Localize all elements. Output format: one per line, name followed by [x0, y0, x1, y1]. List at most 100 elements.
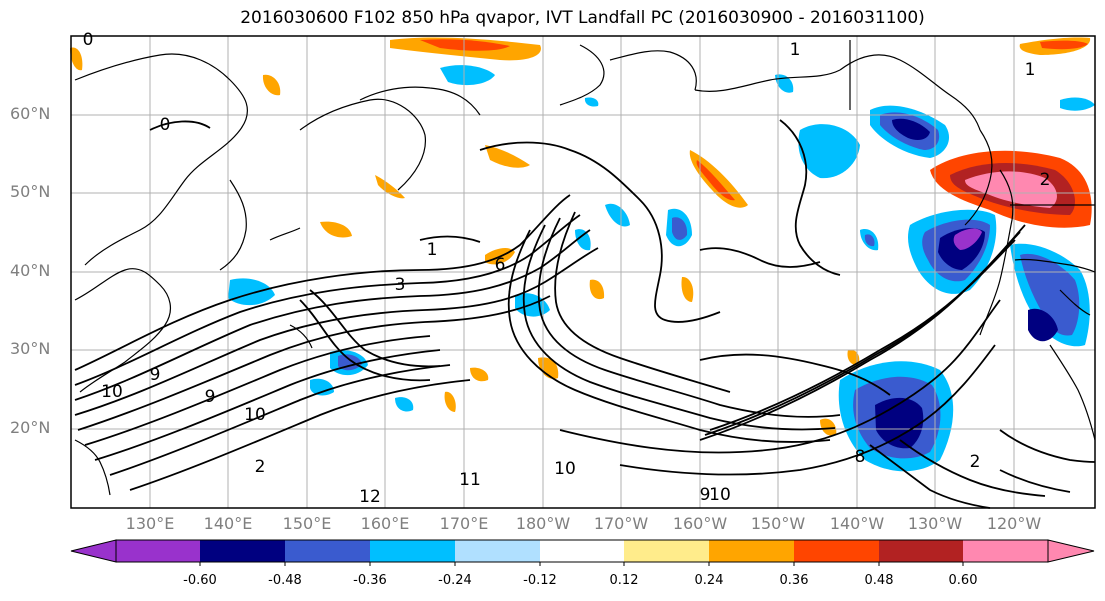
colorbar-tick-label: 0.48: [864, 573, 894, 588]
negative-anomaly-region: [1028, 308, 1058, 342]
colorbar-tick-label: 0.60: [948, 573, 978, 588]
colorbar: [70, 539, 1095, 566]
colorbar-tick-label: -0.60: [183, 573, 217, 588]
contour-label: 0: [83, 30, 94, 50]
lat-label-50n: 50°N: [10, 182, 51, 201]
colorbar-tick-label: -0.36: [353, 573, 387, 588]
contour-label: 9: [150, 365, 161, 385]
contour-label: 10: [554, 459, 576, 479]
lon-label-160w: 160°W: [672, 514, 728, 533]
contour-label: 10: [709, 485, 731, 505]
contour-lines: [74, 119, 1096, 509]
lon-label-140w: 140°W: [829, 514, 885, 533]
contour-label: 2: [1040, 170, 1051, 190]
colorbar-extend-min: [70, 539, 117, 563]
colorbar-segment: [879, 540, 963, 562]
contour-label: 10: [101, 382, 123, 402]
colorbar-segment: [116, 540, 200, 562]
contour-label: 6: [495, 255, 506, 275]
lat-label-30n: 30°N: [10, 339, 51, 358]
lon-label-170w: 170°W: [593, 514, 649, 533]
contour-label: 1: [427, 240, 438, 260]
contour-label: 12: [359, 487, 381, 507]
colorbar-tick-label: -0.48: [268, 573, 302, 588]
contour-label: 3: [395, 275, 406, 295]
negative-anomaly-region: [584, 97, 599, 107]
lon-label-120w: 120°W: [986, 514, 1042, 533]
lon-label-150e: 150°E: [282, 514, 332, 533]
lon-label-180w: 180°W: [515, 514, 571, 533]
positive-anomaly-region: [485, 145, 530, 168]
positive-anomaly-region: [444, 391, 456, 412]
negative-anomaly-region: [1020, 253, 1080, 336]
contour-label: 1: [1025, 60, 1036, 80]
plot-title: 2016030600 F102 850 hPa qvapor, IVT Land…: [240, 8, 925, 28]
lon-label-160e: 160°E: [360, 514, 410, 533]
positive-anomaly-region: [70, 47, 83, 71]
colorbar-tick-label: 0.12: [609, 573, 639, 588]
negative-anomaly-region: [953, 228, 982, 250]
colorbar-segment: [370, 540, 455, 562]
positive-anomaly-region: [696, 160, 735, 201]
colorbar-tick-label: -0.12: [523, 573, 557, 588]
lon-label-150w: 150°W: [750, 514, 806, 533]
contour-label: 8: [855, 447, 866, 467]
colorbar-segment: [455, 540, 540, 562]
contour-label: 9: [205, 387, 216, 407]
positive-anomaly-region: [589, 279, 605, 300]
positive-anomaly-region: [1040, 40, 1088, 50]
positive-anomaly-region: [965, 171, 1057, 208]
colorbar-extend-max: [1047, 539, 1095, 563]
contour-label: 2: [970, 452, 981, 472]
negative-anomaly-region: [575, 229, 591, 251]
positive-anomaly-region: [820, 418, 837, 436]
colorbar-segment: [794, 540, 879, 562]
lat-label-20n: 20°N: [10, 418, 51, 437]
negative-anomaly-region: [892, 118, 930, 140]
positive-anomaly-region: [262, 74, 281, 96]
positive-anomaly-region: [420, 39, 510, 51]
positive-anomaly-region: [681, 276, 694, 302]
colorbar-outline: [115, 539, 1049, 563]
positive-anomaly-region: [689, 150, 748, 208]
colorbar-segment: [624, 540, 709, 562]
negative-anomaly-region: [440, 65, 495, 86]
coastlines: [74, 40, 1096, 496]
lat-label-40n: 40°N: [10, 261, 51, 280]
contour-label: 10: [244, 405, 266, 425]
lat-label-60n: 60°N: [10, 104, 51, 123]
graticule: [71, 36, 1095, 508]
positive-anomaly-region: [320, 221, 352, 238]
lon-label-130w: 130°W: [907, 514, 963, 533]
negative-anomaly-region: [864, 234, 875, 247]
lon-label-140e: 140°E: [203, 514, 253, 533]
colorbar-segment: [285, 540, 370, 562]
colorbar-tick-label: 0.36: [779, 573, 809, 588]
colorbar-tick-label: 0.24: [694, 573, 724, 588]
contour-label: 0: [160, 115, 171, 135]
negative-anomaly-region: [228, 278, 275, 306]
colorbar-segment: [540, 540, 624, 562]
negative-anomaly-region: [1060, 97, 1095, 111]
lon-label-170e: 170°E: [439, 514, 489, 533]
colorbar-segment: [709, 540, 794, 562]
negative-anomaly-region: [395, 397, 414, 412]
positive-anomaly-region: [847, 349, 860, 366]
positive-anomaly-region: [470, 367, 489, 382]
negative-anomaly-region: [605, 203, 630, 227]
contour-label: 2: [255, 457, 266, 477]
map-frame: [70, 35, 1096, 509]
lon-label-130e: 130°E: [125, 514, 175, 533]
negative-anomaly-region: [672, 217, 688, 240]
contour-label: 11: [459, 470, 481, 490]
contour-label: 1: [790, 40, 801, 60]
negative-anomaly-region: [310, 378, 334, 396]
colorbar-tick-label: -0.24: [438, 573, 472, 588]
contour-label: 9: [700, 485, 711, 505]
negative-anomaly-region: [798, 124, 860, 179]
positive-anomaly-region: [375, 175, 405, 199]
colorbar-segment: [963, 540, 1048, 562]
colorbar-segment: [200, 540, 285, 562]
